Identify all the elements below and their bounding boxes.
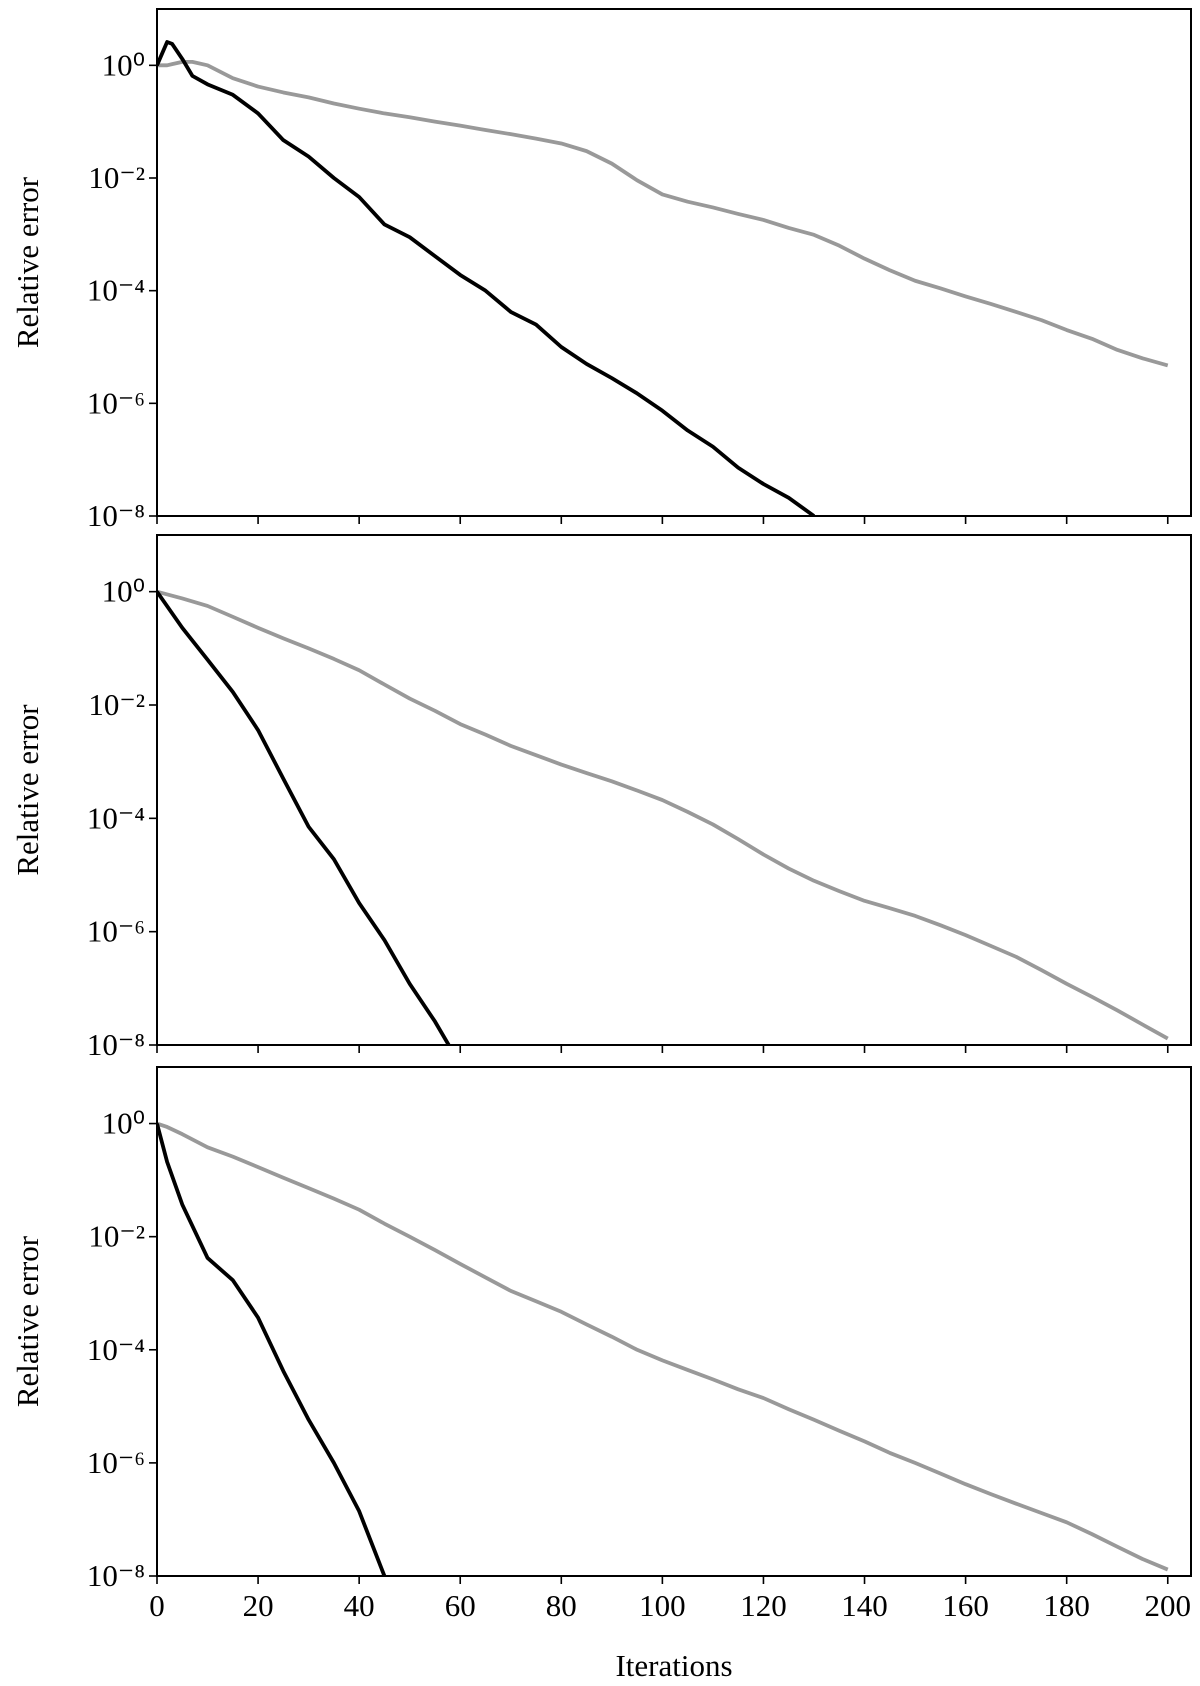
y-axis-label: Relative error bbox=[10, 1235, 45, 1407]
series-line bbox=[157, 589, 1169, 1041]
y-axis-label: Relative error bbox=[10, 176, 45, 348]
x-tick-label: 100 bbox=[639, 1588, 686, 1623]
y-tick-label: 10⁻⁶ bbox=[87, 914, 145, 949]
x-tick-label: 140 bbox=[841, 1588, 888, 1623]
panel: 10⁰ 10⁻² 10⁻⁴ 10⁻⁶ 10⁻⁸0 20 40 60 80 100 120 140 160… bbox=[10, 1066, 1192, 1683]
panel: 10⁰ 10⁻² 10⁻⁴ 10⁻⁶ 10⁻⁸ Relative error bbox=[10, 534, 1192, 1062]
axes-frame bbox=[156, 1066, 1192, 1577]
y-tick-label: 10⁻⁶ bbox=[87, 1445, 145, 1480]
y-tick-label: 10⁰ bbox=[102, 574, 145, 609]
axes-frame bbox=[156, 534, 1192, 1046]
x-tick-label: 180 bbox=[1043, 1588, 1090, 1623]
y-tick-label: 10⁻² bbox=[88, 687, 145, 722]
axes-frame bbox=[156, 8, 1192, 517]
series-line bbox=[157, 60, 1169, 368]
x-tick-label: 120 bbox=[740, 1588, 787, 1623]
y-tick-label: 10⁰ bbox=[102, 47, 145, 82]
y-tick-label: 10⁻⁸ bbox=[87, 498, 145, 533]
x-tick-label: 20 bbox=[243, 1588, 274, 1623]
x-tick-label: 200 bbox=[1145, 1588, 1192, 1623]
y-tick-label: 10⁻⁸ bbox=[87, 1558, 145, 1593]
x-tick-label: 40 bbox=[344, 1588, 375, 1623]
y-tick-label: 10⁻⁸ bbox=[87, 1027, 145, 1062]
panel: 10⁰ 10⁻² 10⁻⁴ 10⁻⁶ 10⁻⁸ Relative error bbox=[10, 8, 1192, 533]
x-tick-label: 0 bbox=[149, 1588, 165, 1623]
y-tick-label: 10⁻⁴ bbox=[87, 273, 145, 308]
series-line bbox=[157, 590, 451, 1045]
x-tick-label: 80 bbox=[546, 1588, 577, 1623]
y-tick-label: 10⁻⁴ bbox=[87, 800, 145, 835]
y-tick-label: 10⁰ bbox=[102, 1106, 145, 1141]
y-axis-label: Relative error bbox=[10, 704, 45, 876]
series-line bbox=[157, 40, 816, 516]
series-line bbox=[157, 1121, 1169, 1572]
series-line bbox=[157, 1123, 387, 1576]
y-tick-label: 10⁻⁴ bbox=[87, 1332, 145, 1367]
y-tick-label: 10⁻² bbox=[88, 160, 145, 195]
x-tick-label: 160 bbox=[942, 1588, 989, 1623]
x-axis-label: Iterations bbox=[615, 1648, 732, 1683]
y-tick-label: 10⁻² bbox=[88, 1219, 145, 1254]
y-tick-label: 10⁻⁶ bbox=[87, 385, 145, 420]
x-tick-label: 60 bbox=[445, 1588, 476, 1623]
